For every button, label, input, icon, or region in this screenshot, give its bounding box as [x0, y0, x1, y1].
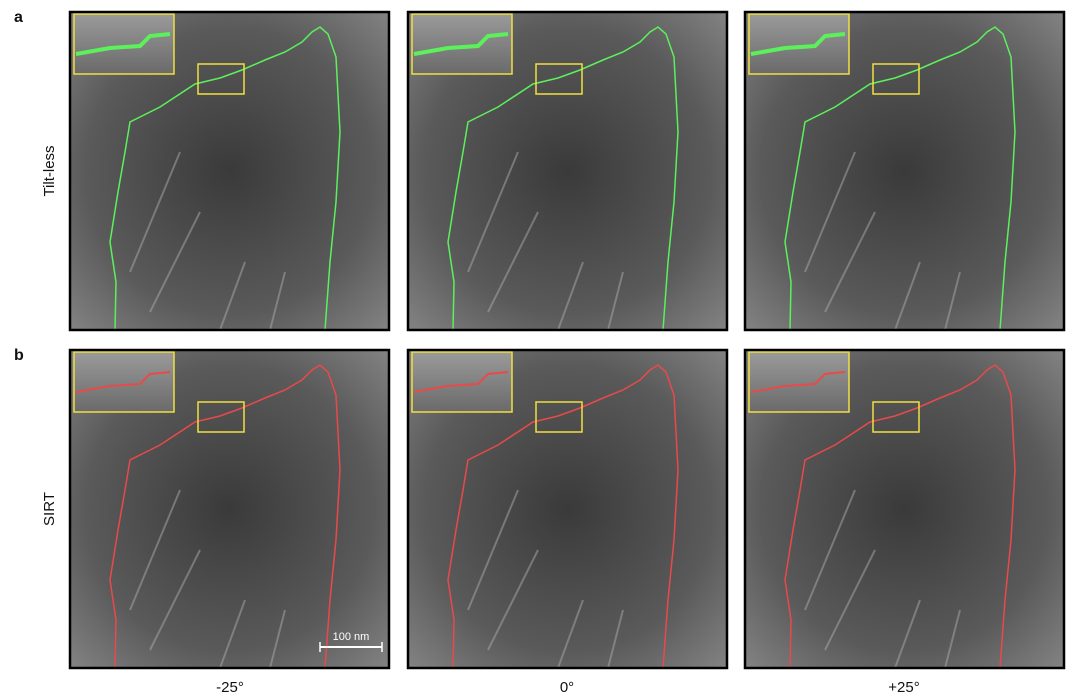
facet-streak: [467, 151, 624, 331]
image-panel: [743, 10, 1066, 332]
inset: [411, 13, 513, 75]
inset-outline: [413, 371, 509, 393]
panel-border: [68, 348, 391, 670]
facet-streak: [804, 489, 961, 669]
image-panel: [68, 10, 391, 332]
boundary-outline: [447, 364, 679, 669]
panel-border: [406, 10, 729, 332]
column-label: +25°: [888, 679, 919, 696]
inset: [411, 351, 513, 413]
facet-streak: [467, 489, 624, 669]
inset-outline: [750, 32, 846, 56]
boundary-outline: [447, 26, 679, 331]
zoom-box: [872, 401, 920, 433]
image-panel: [743, 348, 1066, 670]
facet-streak: [129, 151, 286, 331]
image-panel: [406, 348, 729, 670]
boundary-outline: [109, 26, 341, 331]
panel-border: [743, 348, 1066, 670]
boundary-outline: [784, 364, 1016, 669]
column-label: 0°: [560, 679, 574, 696]
facet-streak: [804, 151, 961, 331]
zoom-box: [535, 63, 583, 95]
row-label: SIRT: [41, 492, 58, 526]
facet-streak: [129, 489, 286, 669]
zoom-box: [872, 63, 920, 95]
inset: [73, 351, 175, 413]
inset: [748, 13, 850, 75]
panel-label: a: [14, 9, 23, 26]
inset-outline: [75, 371, 171, 393]
image-panel: [406, 10, 729, 332]
inset-outline: [75, 32, 171, 56]
zoom-box: [535, 401, 583, 433]
boundary-outline: [109, 364, 341, 669]
zoom-box: [197, 63, 245, 95]
panel-border: [743, 10, 1066, 332]
row-label: Tilt-less: [41, 145, 58, 196]
panel-label: b: [14, 347, 24, 364]
inset-outline: [750, 371, 846, 393]
inset: [73, 13, 175, 75]
inset: [748, 351, 850, 413]
zoom-box: [197, 401, 245, 433]
image-panel: 100 nm: [68, 348, 391, 670]
boundary-outline: [784, 26, 1016, 331]
column-label: -25°: [216, 679, 244, 696]
inset-outline: [413, 32, 509, 56]
scale-bar-label: 100 nm: [333, 631, 370, 643]
panel-border: [406, 348, 729, 670]
panel-border: [68, 10, 391, 332]
